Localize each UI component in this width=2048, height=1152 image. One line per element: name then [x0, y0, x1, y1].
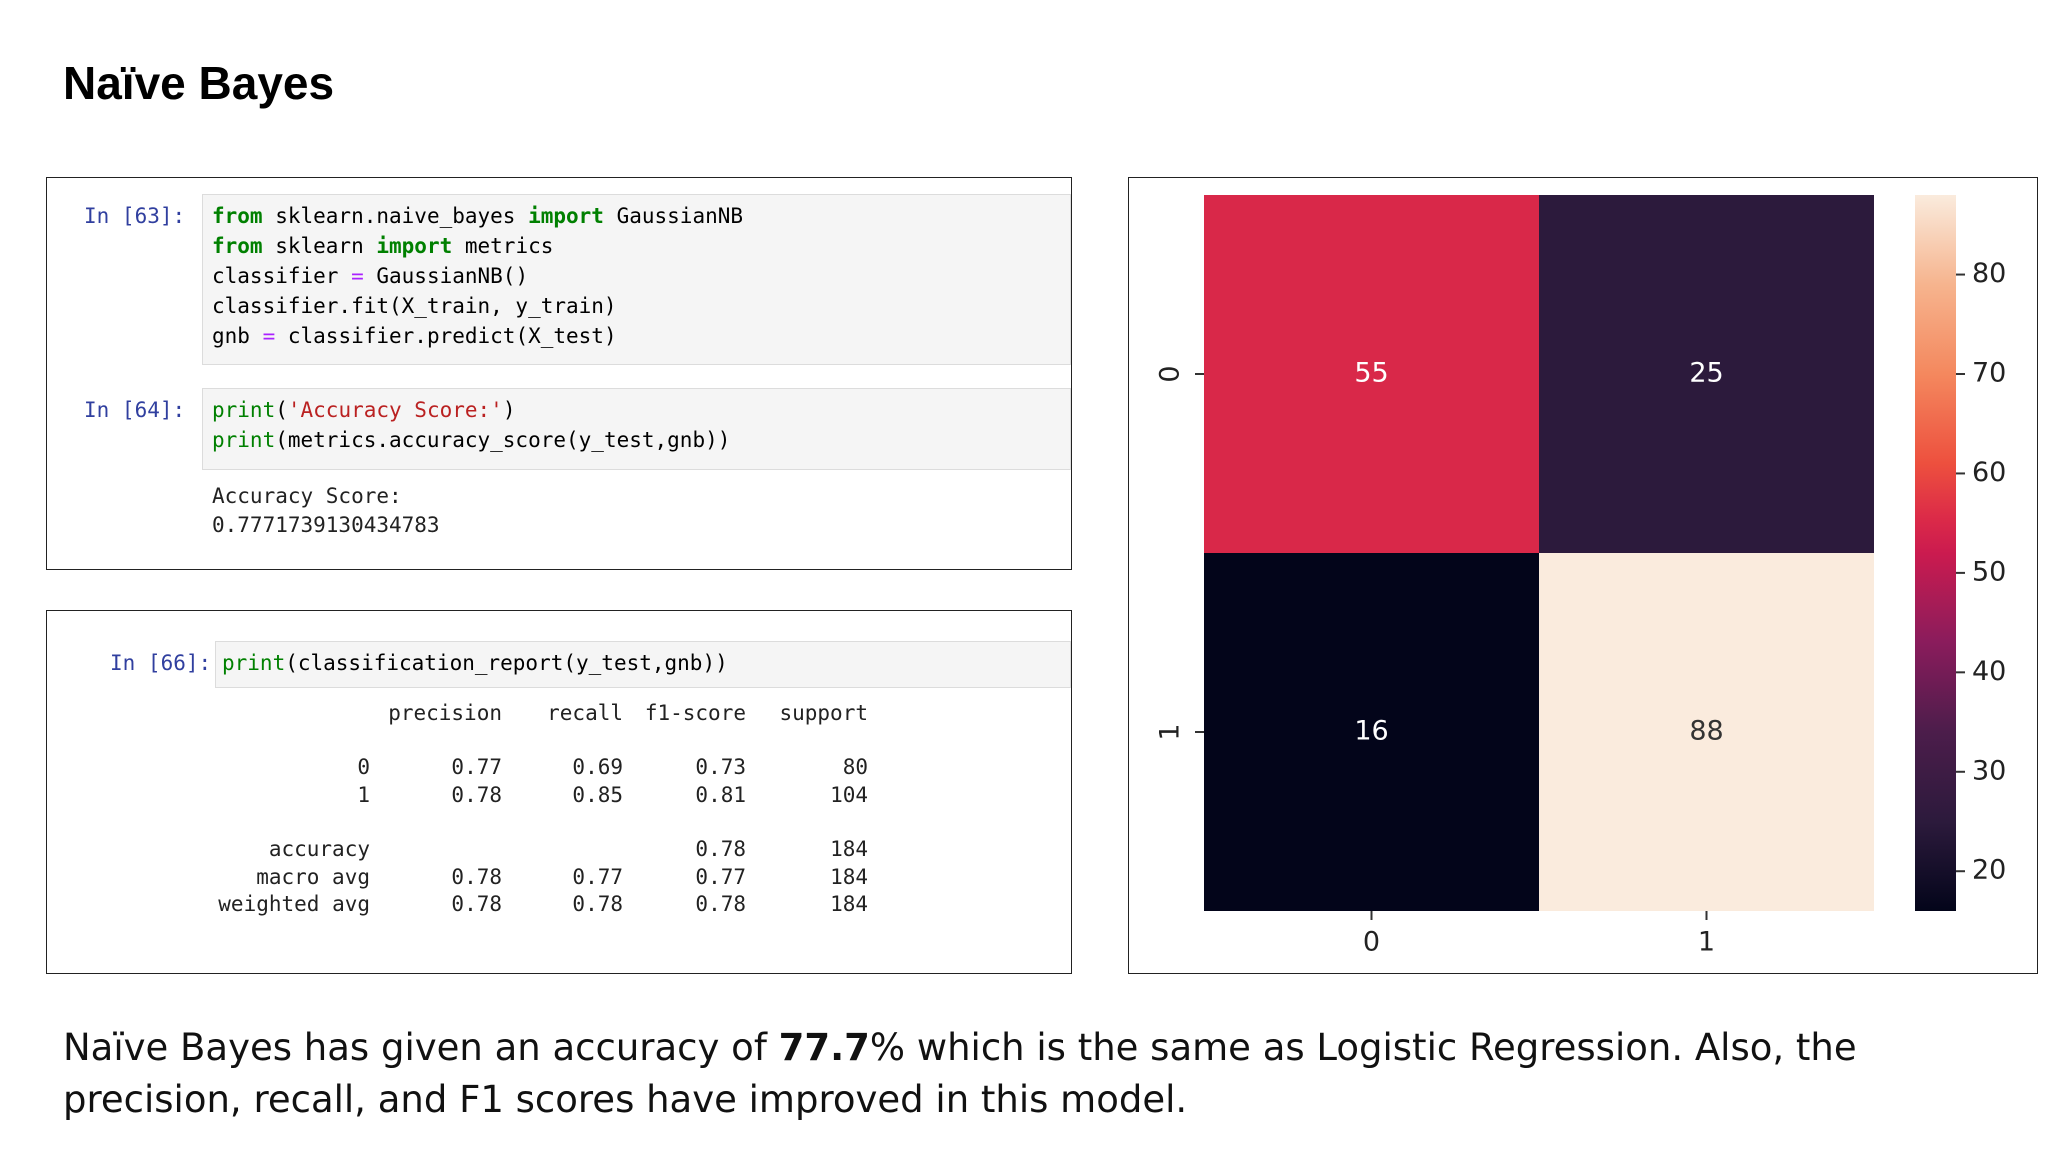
x-tick-label: 1 [1698, 927, 1715, 958]
output-line: Accuracy Score: [212, 484, 402, 508]
heatmap-cell [1539, 195, 1874, 553]
colorbar-tick-label: 60 [1972, 457, 2006, 488]
input-area [215, 641, 1071, 688]
code-line: print(classification_report(y_test,gnb)) [222, 651, 728, 675]
report-cell: 184 [830, 892, 868, 916]
cell-prompt: In [66]: [110, 651, 212, 675]
cell-label: 55 [1354, 358, 1388, 389]
report-cell: 104 [830, 783, 868, 807]
heatmap-cell [1204, 195, 1539, 553]
report-cell: 0.78 [451, 865, 502, 889]
report-cell: 0.69 [572, 755, 623, 779]
report-cell: 0.81 [695, 783, 746, 807]
report-cell: 184 [830, 865, 868, 889]
code-line: print('Accuracy Score:') [212, 398, 516, 422]
colorbar-tick-label: 30 [1972, 755, 2006, 786]
slide-title: Naïve Bayes [63, 57, 335, 109]
report-row-label: 0 [357, 755, 370, 779]
cell-prompt: In [63]: [84, 204, 186, 228]
report-cell: 0.77 [695, 865, 746, 889]
colorbar-tick-label: 40 [1972, 656, 2006, 687]
colorbar-tick-label: 50 [1972, 556, 2006, 587]
report-cell: 0.73 [695, 755, 746, 779]
report-cell: 184 [830, 837, 868, 861]
code-line: classifier = GaussianNB() [212, 264, 529, 288]
report-row-label: accuracy [268, 837, 370, 861]
colorbar-tick-label: 70 [1972, 358, 2006, 389]
code-line: classifier.fit(X_train, y_train) [212, 294, 617, 318]
report-cell: 0.77 [451, 755, 502, 779]
report-row-label: weighted avg [218, 892, 370, 916]
cell-label: 25 [1689, 358, 1723, 389]
caption-bold: 77.7 [778, 1026, 870, 1069]
caption: Naïve Bayes has given an accuracy of 77.… [63, 1022, 1963, 1126]
code-line: from sklearn.naive_bayes import Gaussian… [212, 204, 744, 228]
input-area [202, 194, 1071, 365]
code-panel: In [63]: from sklearn.naive_bayes import … [46, 177, 1072, 570]
code-line: gnb = classifier.predict(X_test) [212, 324, 617, 348]
report-cell: 0.78 [695, 837, 746, 861]
cell-label: 16 [1354, 716, 1388, 747]
code-line: from sklearn import metrics [212, 234, 554, 258]
report-cell: 0.78 [572, 892, 623, 916]
colorbar-tick-label: 80 [1972, 258, 2006, 289]
report-header: support [779, 701, 868, 725]
colorbar [1915, 195, 1956, 911]
heatmap-cell [1204, 553, 1539, 911]
cell-label: 88 [1689, 716, 1723, 747]
report-panel: In [66]: print(classification_report(y_te… [46, 610, 1072, 974]
report-header: recall [547, 701, 623, 725]
report-header: precision [388, 701, 502, 725]
y-tick-label: 0 [1155, 365, 1186, 382]
code-line: print(metrics.accuracy_score(y_test,gnb)… [212, 428, 731, 452]
heatmap-cell [1539, 553, 1874, 911]
report-cell: 0.77 [572, 865, 623, 889]
colorbar-tick-label: 20 [1972, 855, 2006, 886]
report-row-label: macro avg [256, 865, 370, 889]
report-cell: 80 [842, 755, 868, 779]
report-row-label: 1 [357, 783, 370, 807]
caption-text: Naïve Bayes has given an accuracy of [63, 1026, 779, 1069]
output-line: 0.7771739130434783 [212, 513, 440, 537]
report-cell: 0.85 [572, 783, 623, 807]
report-header: f1-score [644, 701, 746, 725]
report-cell: 0.78 [451, 783, 502, 807]
caption-text: % which is the same as Logistic Regressi… [63, 1026, 1857, 1121]
report-cell: 0.78 [451, 892, 502, 916]
x-tick-label: 0 [1363, 927, 1380, 958]
input-area [202, 388, 1071, 470]
report-cell: 0.78 [695, 892, 746, 916]
cell-prompt: In [64]: [84, 398, 186, 422]
y-tick-label: 1 [1155, 723, 1186, 740]
